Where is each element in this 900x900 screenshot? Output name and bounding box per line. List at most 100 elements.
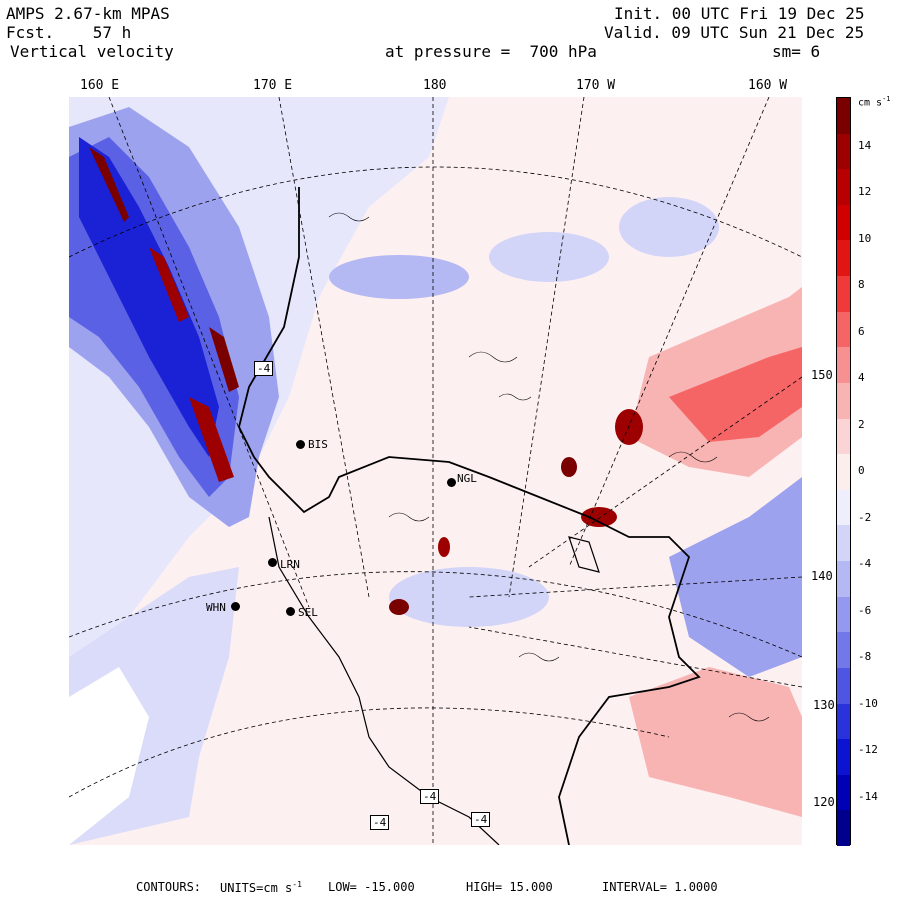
colorbar-tick-label: -2 — [858, 510, 872, 524]
min-marker-1: -4 — [254, 361, 274, 376]
colorbar-tick-label: 12 — [858, 185, 872, 198]
red-streak-2 — [149, 247, 189, 322]
parallel-2 — [69, 571, 802, 658]
colorbar-segment — [837, 454, 850, 491]
colorbar-segment — [837, 133, 850, 170]
roosevelt-island — [568, 536, 600, 573]
colorbar-segment — [837, 596, 850, 633]
parallel-3 — [69, 707, 670, 798]
colorbar-tick-label: -14 — [858, 789, 878, 803]
station-label-whn: WHN — [206, 601, 226, 614]
map-panel — [69, 97, 802, 845]
contour-4 — [388, 512, 430, 522]
parallel-1 — [69, 166, 802, 258]
colorbar-segment — [837, 276, 850, 313]
red-streak-1 — [89, 147, 129, 222]
init-time: Init. 00 UTC Fri 19 Dec 25 — [614, 4, 865, 23]
contour-lines — [328, 212, 770, 722]
min-marker-4: -4 — [471, 812, 491, 827]
colorbar-segment — [837, 240, 850, 277]
lon-label-170e: 170 E — [253, 78, 293, 93]
colorbar-segment — [837, 418, 850, 455]
footer-high: HIGH= 15.000 — [466, 880, 553, 894]
darkest-blue-region — [79, 137, 219, 457]
colorbar-segment — [837, 703, 850, 740]
red-streak-4 — [189, 397, 234, 482]
red-streak-3 — [209, 327, 239, 392]
min-marker-3: -4 — [420, 789, 440, 804]
colorbar-units: cm s-1 — [858, 95, 891, 109]
smoothing-label: sm= 6 — [772, 42, 821, 61]
meridian-160w — [568, 97, 770, 568]
white-ice-region — [69, 667, 149, 845]
lon-label-160w: 160 W — [748, 78, 788, 93]
colorbar-tick-label: 8 — [858, 278, 865, 291]
vertical-velocity-map — [69, 97, 802, 845]
colorbar-tick-label: -8 — [858, 650, 872, 663]
colorbar-segment — [837, 525, 850, 562]
meridian-130w — [468, 626, 802, 688]
colorbar-tick-label: 10 — [858, 231, 872, 245]
colorbar-segment — [837, 347, 850, 384]
graticule — [69, 97, 802, 845]
colorbar-segment — [837, 204, 850, 241]
colorbar-tick-label: 14 — [858, 138, 872, 152]
colorbar-tick-label: 0 — [858, 464, 865, 477]
blue-region-east — [669, 477, 802, 677]
station-label-ngl: NGL — [457, 472, 477, 485]
blue-patch-3 — [389, 567, 549, 627]
footer-contours: CONTOURS: — [136, 880, 202, 894]
contour-1 — [328, 212, 370, 222]
red-blob-1 — [561, 457, 577, 477]
model-title: AMPS 2.67-km MPAS — [6, 4, 170, 23]
colorbar-tick-label: 6 — [858, 324, 865, 338]
valid-time: Valid. 09 UTC Sun 21 Dec 25 — [604, 23, 865, 42]
colorbar-segment — [837, 98, 850, 135]
colorbar — [836, 97, 851, 847]
colorbar-segment — [837, 632, 850, 669]
pressure-level: at pressure = 700 hPa — [385, 42, 597, 61]
colorbar-tick-label: -4 — [858, 557, 872, 570]
station-dot-whn — [231, 602, 240, 611]
station-label-lrn: LRN — [280, 558, 300, 571]
coastline-ross-west — [268, 516, 500, 845]
contour-3 — [498, 393, 532, 401]
station-dot-lrn — [268, 558, 277, 567]
coastline-main — [238, 187, 701, 845]
colorbar-segment — [837, 774, 850, 811]
blue-patch-4 — [619, 197, 719, 257]
colorbar-segment — [837, 489, 850, 526]
colorbar-segment — [837, 561, 850, 598]
colorbar-tick-label: 2 — [858, 417, 865, 431]
red-blob-4 — [581, 507, 617, 527]
station-label-sel: SEL — [298, 606, 318, 619]
field-name: Vertical velocity — [10, 42, 174, 61]
station-dot-sel — [286, 607, 295, 616]
colorbar-segment — [837, 382, 850, 420]
colorbar-segment — [837, 739, 850, 776]
station-label-bis: BIS — [308, 438, 328, 451]
contour-6 — [728, 712, 770, 722]
forecast-hour: Fcst. 57 h — [6, 23, 132, 42]
footer-units: UNITS=cm s-1 — [220, 880, 302, 895]
contour-5 — [668, 451, 718, 463]
colorbar-tick-label: -6 — [858, 603, 872, 617]
colorbar-tick-label: 4 — [858, 371, 865, 384]
station-dot-bis — [296, 440, 305, 449]
footer-interval: INTERVAL= 1.0000 — [602, 880, 718, 894]
colorbar-segment — [837, 810, 850, 847]
colorbar-segment — [837, 311, 850, 348]
min-marker-2: -4 — [370, 815, 390, 830]
meridian-170w — [508, 97, 585, 598]
red-region-east — [669, 347, 802, 442]
red-blob-5 — [438, 537, 450, 557]
colorbar-segment — [837, 169, 850, 206]
lon-label-170w: 170 W — [576, 78, 616, 93]
lon-label-180: 180 — [423, 78, 447, 93]
contour-7 — [518, 652, 560, 662]
lon-label-160e: 160 E — [80, 78, 120, 93]
station-dot-ngl — [447, 478, 456, 487]
red-blob-3 — [389, 599, 409, 615]
blue-patch-2 — [489, 232, 609, 282]
contour-2 — [468, 351, 518, 363]
